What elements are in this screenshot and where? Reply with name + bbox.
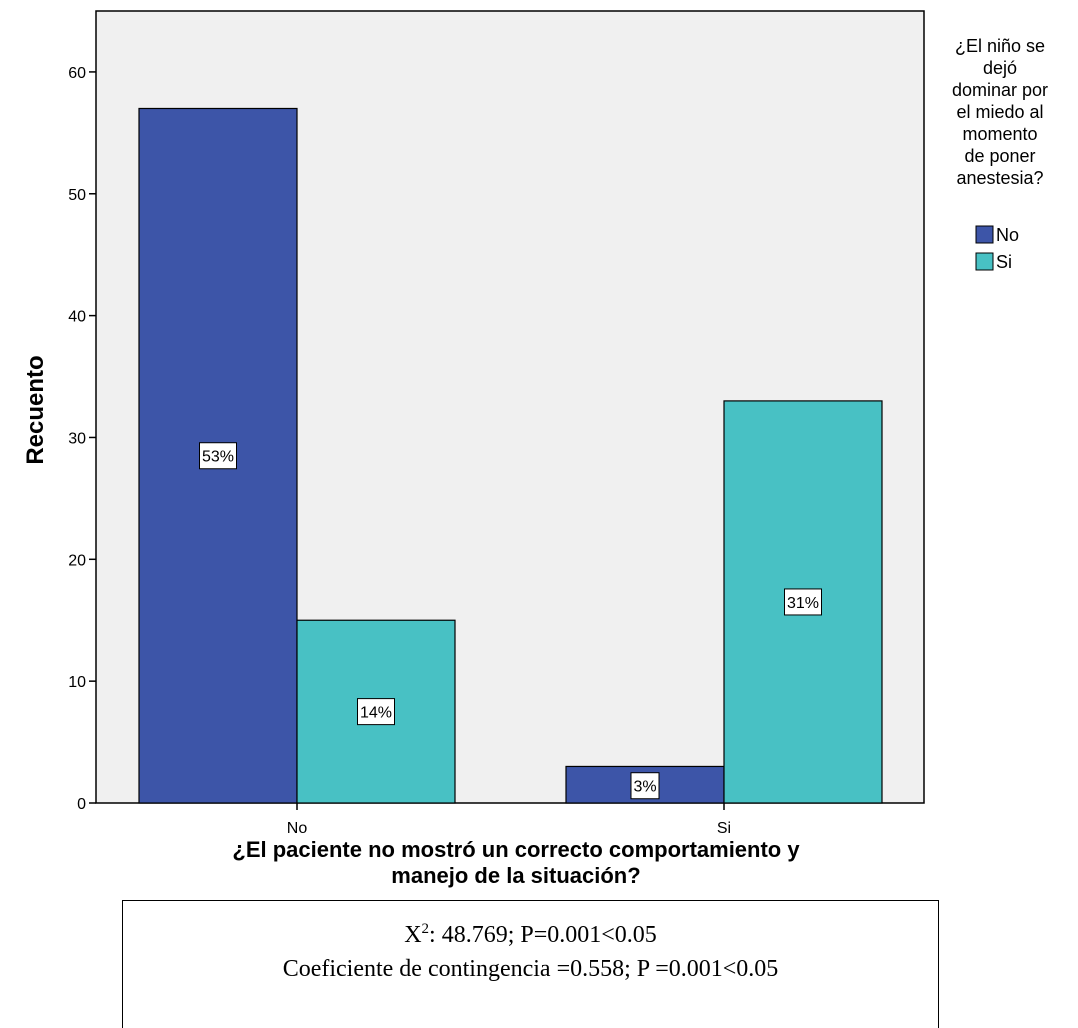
legend-title-line: dejó (983, 58, 1017, 78)
legend-title-line: ¿El niño se (955, 36, 1045, 56)
x-tick-label: Si (717, 820, 731, 837)
x-axis: No Si (287, 803, 731, 837)
legend-entry-no: No (996, 225, 1019, 245)
y-tick-label: 60 (68, 65, 86, 82)
y-tick-label: 40 (68, 309, 86, 326)
data-label: 14% (360, 705, 392, 722)
y-tick-label: 0 (77, 796, 86, 813)
legend: ¿El niño se dejó dominar por el miedo al mom… (952, 36, 1048, 272)
y-tick-label: 50 (68, 187, 86, 204)
x-tick-label: No (287, 820, 308, 837)
legend-title-line: el miedo al (956, 102, 1043, 122)
x-axis-title: ¿El paciente no mostró un correcto compo… (232, 837, 800, 888)
data-label-box (357, 698, 395, 726)
legend-swatch-si (975, 252, 994, 271)
legend-title: ¿El niño se dejó dominar por el miedo al mom… (952, 36, 1048, 188)
x-axis-title-line: manejo de la situación? (391, 863, 640, 888)
legend-title-line: dominar por (952, 80, 1048, 100)
chi-square-text: : 48.769; P=0.001<0.05 (429, 922, 657, 948)
legend-title-line: anestesia? (956, 168, 1043, 188)
y-axis: 0 10 20 30 40 50 60 (68, 65, 96, 813)
data-label-box (784, 588, 822, 616)
y-tick-label: 20 (68, 552, 86, 569)
bars: 53% 3% 14% 31% (138, 107, 883, 804)
y-axis-title: Recuento (22, 355, 49, 464)
chi-symbol: X (404, 922, 422, 948)
data-label: 53% (202, 449, 234, 466)
legend-swatch-no (975, 225, 994, 244)
y-tick-label: 10 (68, 674, 86, 691)
legend-title-line: de poner (964, 146, 1035, 166)
data-label: 31% (787, 595, 819, 612)
data-label-box (199, 442, 237, 470)
contingency-line: Coeficiente de contingencia =0.558; P =0… (282, 956, 779, 982)
data-label: 3% (633, 779, 656, 796)
y-tick-label: 30 (68, 430, 86, 447)
chi-exponent: 2 (421, 921, 430, 937)
x-axis-title-line: ¿El paciente no mostró un correcto compo… (232, 837, 800, 862)
data-label-box (630, 772, 660, 800)
legend-title-line: momento (962, 124, 1037, 144)
legend-entry-si: Si (996, 252, 1012, 272)
statistics-box: X2: 48.769; P=0.001<0.05 Coeficiente de … (122, 900, 939, 1028)
chi-square-line: X2: 48.769; P=0.001<0.05 (123, 918, 938, 952)
